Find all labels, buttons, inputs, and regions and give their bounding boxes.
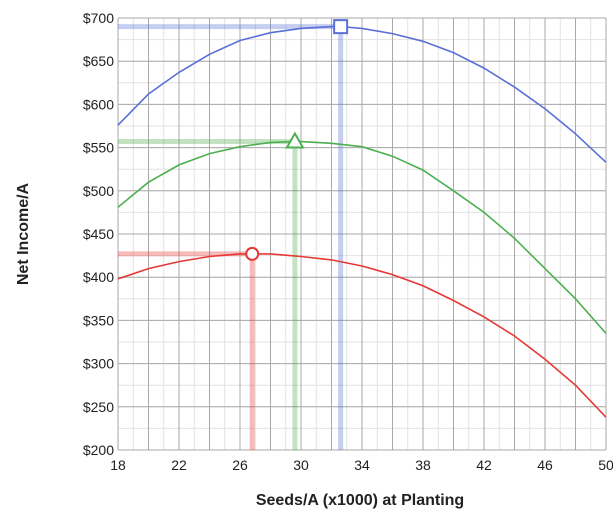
x-tick-label: 26	[232, 457, 248, 473]
x-axis-title: Seeds/A (x1000) at Planting	[256, 492, 464, 509]
x-tick-label: 22	[171, 457, 187, 473]
y-tick-label: $650	[83, 53, 114, 69]
y-axis-tick-labels: $200 $250 $300 $350 $400 $450 $500 $550 $600 $650…	[83, 10, 114, 458]
y-tick-label: $500	[83, 183, 114, 199]
circle-marker	[245, 246, 260, 261]
series-line	[117, 140, 607, 334]
square-marker	[333, 19, 349, 35]
y-tick-label: $350	[83, 312, 114, 328]
x-tick-label: 46	[537, 457, 553, 473]
y-tick-label: $550	[83, 140, 114, 156]
y-axis-title: Net Income/A	[15, 182, 32, 285]
x-tick-label: 50	[598, 457, 613, 473]
y-tick-label: $600	[83, 96, 114, 112]
x-tick-label: 38	[415, 457, 431, 473]
x-tick-label: 18	[110, 457, 126, 473]
y-tick-label: $250	[83, 399, 114, 415]
y-tick-label: $700	[83, 10, 114, 26]
optimum-guide-lines	[118, 24, 344, 450]
series-line	[117, 253, 607, 418]
x-tick-label: 34	[354, 457, 370, 473]
x-tick-label: 42	[476, 457, 492, 473]
triangle-marker	[285, 131, 305, 149]
y-tick-label: $300	[83, 356, 114, 372]
major-gridlines	[117, 17, 607, 451]
series-line	[117, 25, 607, 163]
x-tick-label: 30	[293, 457, 309, 473]
y-tick-label: $450	[83, 226, 114, 242]
y-tick-label: $400	[83, 269, 114, 285]
series-lines	[117, 25, 607, 418]
optimum-markers	[245, 19, 349, 261]
x-axis-tick-labels: 18 22 26 30 34 38 42 46 50	[110, 457, 613, 473]
y-tick-label: $200	[83, 442, 114, 458]
